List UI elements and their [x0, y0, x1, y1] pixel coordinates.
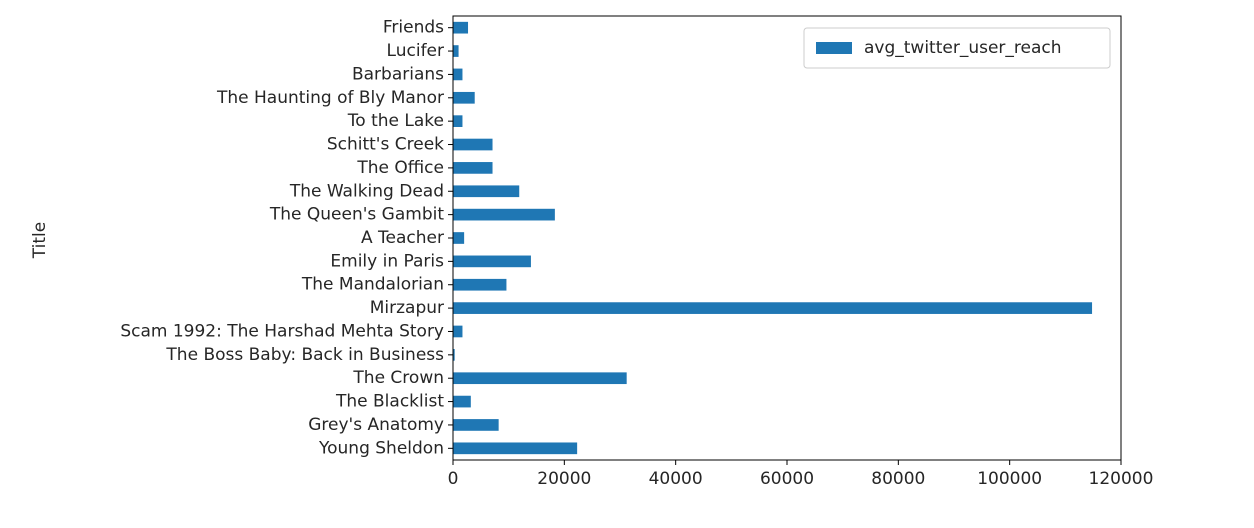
bar: [453, 115, 463, 127]
y-tick-label: Schitt's Creek: [327, 135, 444, 155]
bars-group: [453, 21, 1093, 455]
y-tick-label: The Crown: [352, 368, 444, 388]
y-tick-label: Scam 1992: The Harshad Mehta Story: [120, 321, 444, 341]
y-tick-label: Barbarians: [352, 64, 444, 84]
legend-box: [803, 27, 1111, 69]
x-tick-label: 120000: [1089, 469, 1154, 489]
bar: [453, 372, 627, 385]
bar: [453, 349, 455, 361]
x-tick-label: 80000: [871, 469, 925, 489]
plot-frame: [452, 15, 1122, 461]
bar: [453, 185, 520, 198]
y-axis-label: Title: [30, 222, 50, 259]
legend-label: avg_twitter_user_reach: [864, 38, 1062, 58]
bar: [453, 91, 475, 104]
bar: [453, 162, 493, 174]
bar: [453, 21, 469, 34]
x-ticks-group: 0 20000 40000 60000 80000 100000 120000: [448, 460, 1154, 489]
y-tick-label: To the Lake: [347, 111, 444, 131]
x-tick-label: 20000: [537, 469, 591, 489]
y-tick-label: The Mandalorian: [301, 275, 444, 295]
bar: [453, 278, 507, 291]
y-tick-label: The Walking Dead: [289, 181, 444, 201]
y-tick-label: The Boss Baby: Back in Business: [165, 345, 444, 365]
y-tick-label: Grey's Anatomy: [308, 415, 444, 435]
bar: [453, 302, 1093, 314]
y-tick-label: The Office: [356, 158, 444, 178]
bar: [453, 232, 465, 244]
bar: [453, 442, 578, 455]
bar: [453, 208, 555, 221]
y-tick-label: Emily in Paris: [330, 251, 444, 271]
y-tick-label: Mirzapur: [370, 298, 444, 318]
legend: avg_twitter_user_reach: [803, 27, 1111, 69]
bar: [453, 255, 531, 268]
bar: [453, 419, 499, 431]
x-tick-label: 40000: [649, 469, 703, 489]
y-tick-label: Friends: [383, 18, 444, 38]
bar: [453, 138, 493, 151]
x-tick-label: 100000: [977, 469, 1042, 489]
y-tick-label: The Queen's Gambit: [269, 205, 444, 225]
legend-swatch: [816, 42, 852, 54]
bar: [453, 395, 471, 408]
x-tick-label: 60000: [760, 469, 814, 489]
bar: [453, 45, 459, 57]
y-tick-label: Lucifer: [387, 41, 444, 61]
y-tick-label: Young Sheldon: [318, 438, 444, 458]
y-ticks-group: Young Sheldon Grey's Anatomy The Blacklist…: [120, 18, 453, 458]
y-tick-label: A Teacher: [361, 228, 444, 248]
bar: [453, 68, 463, 81]
y-tick-label: The Blacklist: [335, 392, 444, 412]
y-tick-label: The Haunting of Bly Manor: [216, 88, 444, 108]
x-tick-label: 0: [448, 469, 459, 489]
bar: [453, 325, 463, 338]
